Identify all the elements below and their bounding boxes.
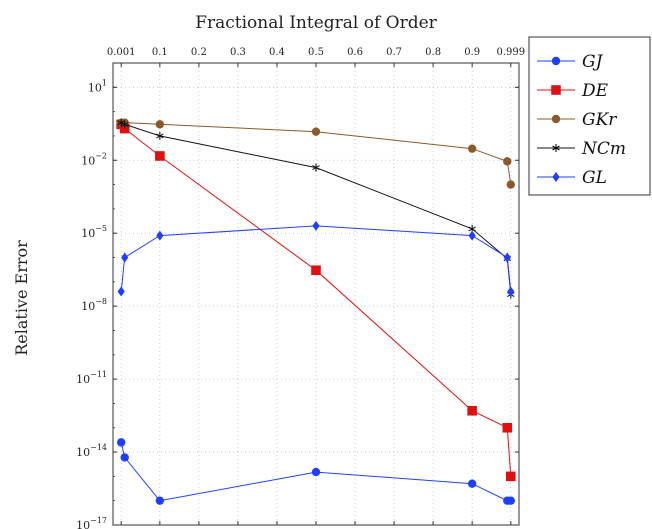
legend-marker-gl bbox=[552, 172, 560, 182]
data-point-gj bbox=[120, 453, 129, 462]
legend-marker-ncm bbox=[552, 144, 560, 152]
grid bbox=[113, 63, 519, 526]
data-point-gl bbox=[468, 230, 476, 241]
x-tick-label: 0.9 bbox=[464, 47, 480, 58]
legend-entry-gl: GL bbox=[537, 168, 607, 188]
data-point-de bbox=[502, 422, 513, 433]
data-point-ncm bbox=[120, 120, 129, 129]
legend-label-ncm: NCm bbox=[581, 139, 626, 159]
x-tick-label: 0.2 bbox=[191, 47, 207, 58]
x-tick-label: 0.3 bbox=[230, 47, 246, 58]
data-point-gl bbox=[156, 230, 164, 241]
data-point-gj bbox=[506, 496, 516, 505]
data-point-gj bbox=[467, 479, 477, 488]
data-point-de bbox=[155, 151, 165, 161]
x-tick-label: 0.1 bbox=[152, 47, 168, 58]
legend-entry-gj: GJ bbox=[537, 52, 604, 72]
chart-title: Fractional Integral of Order bbox=[195, 13, 437, 33]
series-gl bbox=[117, 220, 515, 297]
legend-label-gl: GL bbox=[582, 168, 607, 188]
x-tick-label: 0.5 bbox=[308, 47, 324, 58]
data-point-de bbox=[506, 471, 516, 482]
data-point-ncm bbox=[156, 131, 164, 140]
series bbox=[116, 118, 516, 505]
y-tick-label: 10−14 bbox=[76, 443, 107, 459]
legend-marker-gj bbox=[551, 56, 561, 66]
x-tick-label: 0.6 bbox=[347, 47, 363, 58]
legend-entry-gkr: GKr bbox=[537, 110, 617, 130]
series-de bbox=[116, 119, 516, 482]
data-point-ncm bbox=[312, 163, 320, 172]
data-point-gj bbox=[116, 438, 126, 447]
data-point-gl bbox=[312, 220, 320, 231]
x-tick-label: 0.001 bbox=[107, 47, 136, 58]
data-point-gl bbox=[121, 252, 129, 263]
legend-label-gkr: GKr bbox=[582, 110, 617, 130]
legend: GJ DE GKr NCm GL bbox=[528, 36, 651, 196]
data-point-gkr bbox=[155, 120, 165, 129]
y-tick-label: 10−17 bbox=[76, 516, 107, 529]
data-point-gl bbox=[503, 252, 511, 263]
data-point-gkr bbox=[503, 157, 512, 166]
x-tick-label: 0.4 bbox=[269, 47, 285, 58]
data-point-de bbox=[311, 265, 321, 276]
data-point-de bbox=[119, 123, 130, 134]
y-tick-label: 10−2 bbox=[81, 151, 107, 167]
legend-marker-de bbox=[551, 85, 561, 95]
data-point-de bbox=[467, 405, 477, 416]
y-tick-label: 10−8 bbox=[81, 297, 107, 313]
axis-ticks: 0.001 0.1 0.2 0.3 0.4 0.5 0.6 0.7 0.8 0.9 0.999 101… bbox=[76, 47, 525, 529]
data-point-gl bbox=[117, 286, 125, 297]
series-gkr bbox=[116, 118, 516, 189]
data-point-gj bbox=[155, 496, 165, 505]
x-tick-label: 0.8 bbox=[425, 47, 441, 58]
x-tick-label: 0.7 bbox=[386, 47, 402, 58]
y-tick-label: 101 bbox=[88, 78, 107, 94]
legend-label-de: DE bbox=[581, 81, 609, 101]
series-gj bbox=[116, 438, 516, 505]
legend-marker-gkr bbox=[551, 114, 561, 124]
data-point-gj bbox=[311, 467, 321, 477]
legend-entry-de: DE bbox=[537, 81, 609, 101]
y-tick-label: 10−11 bbox=[76, 370, 107, 386]
legend-label-gj: GJ bbox=[582, 52, 604, 72]
data-point-gkr bbox=[467, 144, 477, 153]
data-point-gkr bbox=[506, 180, 516, 189]
legend-entry-ncm: NCm bbox=[537, 139, 626, 159]
data-point-gl bbox=[507, 286, 515, 297]
data-point-gkr bbox=[311, 127, 321, 136]
x-tick-label: 0.999 bbox=[496, 47, 525, 58]
y-axis-label: Relative Error bbox=[12, 240, 31, 356]
y-tick-label: 10−5 bbox=[81, 224, 107, 240]
legend-frame bbox=[528, 36, 651, 196]
